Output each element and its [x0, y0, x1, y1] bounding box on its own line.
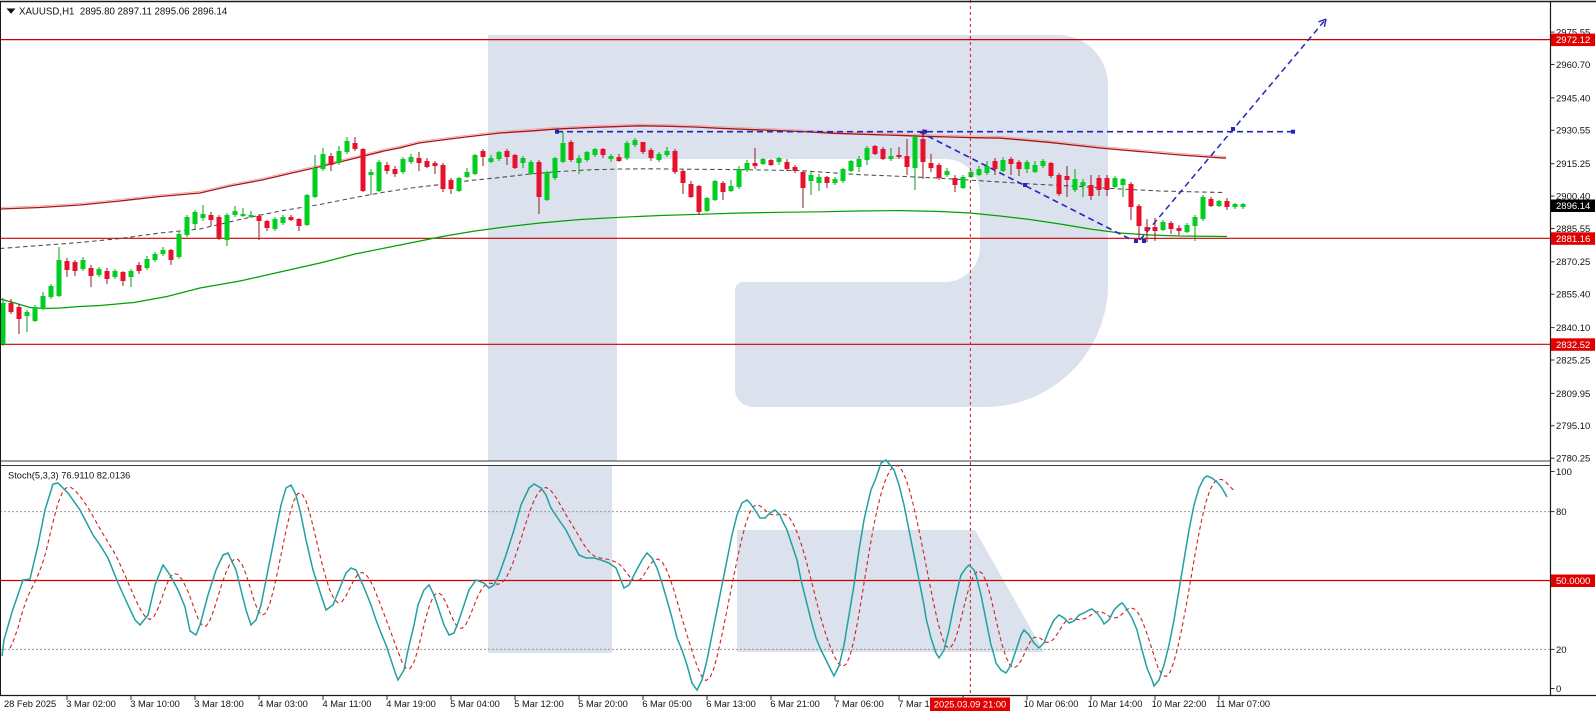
svg-text:2896.14: 2896.14 — [1556, 201, 1590, 212]
svg-text:10 Mar 06:00: 10 Mar 06:00 — [1024, 699, 1079, 709]
svg-text:2832.52: 2832.52 — [1556, 340, 1590, 351]
svg-text:2975.55: 2975.55 — [1556, 28, 1590, 39]
svg-text:2780.25: 2780.25 — [1556, 454, 1590, 465]
svg-text:7 Mar 06:00: 7 Mar 06:00 — [834, 699, 884, 709]
svg-text:2840.10: 2840.10 — [1556, 323, 1590, 334]
svg-text:50.0000: 50.0000 — [1556, 576, 1590, 587]
svg-text:11 Mar 07:00: 11 Mar 07:00 — [1216, 699, 1270, 709]
svg-text:2881.16: 2881.16 — [1556, 234, 1590, 245]
svg-text:3 Mar 02:00: 3 Mar 02:00 — [66, 699, 116, 709]
svg-text:XAUUSD,H1 2895.80 2897.11 289: XAUUSD,H1 2895.80 2897.11 2895.06 2896.1… — [19, 7, 228, 18]
svg-text:10 Mar 22:00: 10 Mar 22:00 — [1152, 699, 1207, 709]
svg-text:7 Mar 14:00: 7 Mar 14:00 — [898, 699, 948, 709]
svg-text:2885.55: 2885.55 — [1556, 224, 1590, 235]
svg-text:2945.40: 2945.40 — [1556, 93, 1590, 104]
svg-text:5 Mar 04:00: 5 Mar 04:00 — [450, 699, 500, 709]
svg-text:2825.25: 2825.25 — [1556, 355, 1590, 366]
svg-text:2930.55: 2930.55 — [1556, 126, 1590, 137]
svg-text:0: 0 — [1556, 684, 1561, 695]
svg-text:2960.70: 2960.70 — [1556, 60, 1590, 71]
svg-text:2972.12: 2972.12 — [1556, 35, 1590, 46]
svg-text:2855.40: 2855.40 — [1556, 290, 1590, 301]
svg-text:5 Mar 20:00: 5 Mar 20:00 — [578, 699, 628, 709]
svg-text:4 Mar 19:00: 4 Mar 19:00 — [386, 699, 436, 709]
svg-text:80: 80 — [1556, 507, 1567, 518]
svg-text:6 Mar 21:00: 6 Mar 21:00 — [770, 699, 820, 709]
svg-text:2900.40: 2900.40 — [1556, 192, 1590, 203]
svg-text:2809.95: 2809.95 — [1556, 389, 1590, 400]
svg-text:10 Mar 14:00: 10 Mar 14:00 — [1088, 699, 1143, 709]
svg-text:2915.25: 2915.25 — [1556, 159, 1590, 170]
svg-text:4 Mar 11:00: 4 Mar 11:00 — [323, 699, 372, 709]
svg-text:4 Mar 03:00: 4 Mar 03:00 — [258, 699, 308, 709]
svg-text:6 Mar 05:00: 6 Mar 05:00 — [642, 699, 692, 709]
svg-text:3 Mar 18:00: 3 Mar 18:00 — [194, 699, 244, 709]
svg-text:3 Mar 10:00: 3 Mar 10:00 — [130, 699, 180, 709]
svg-text:100: 100 — [1556, 467, 1572, 478]
svg-text:Stoch(5,3,3) 76.9110 82.0136: Stoch(5,3,3) 76.9110 82.0136 — [8, 471, 130, 481]
svg-text:5 Mar 12:00: 5 Mar 12:00 — [514, 699, 564, 709]
svg-text:20: 20 — [1556, 645, 1567, 656]
svg-text:28 Feb 2025: 28 Feb 2025 — [4, 699, 56, 709]
svg-text:6 Mar 13:00: 6 Mar 13:00 — [706, 699, 756, 709]
svg-text:2025.03.09 21:00: 2025.03.09 21:00 — [934, 699, 1006, 709]
svg-text:2795.10: 2795.10 — [1556, 421, 1590, 432]
svg-text:2870.25: 2870.25 — [1556, 257, 1590, 268]
